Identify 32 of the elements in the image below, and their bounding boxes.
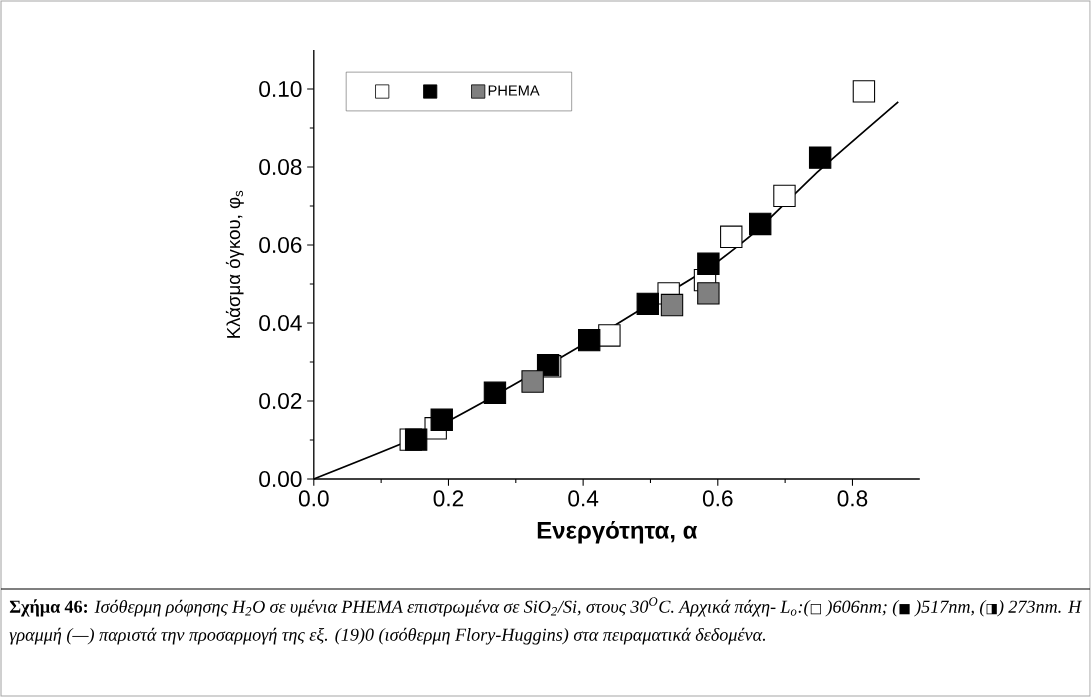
text: Σχήμα 46: (9, 599, 88, 617)
point (577, 328, 601, 352)
point (720, 225, 743, 249)
y-tick-label: 0.02 (259, 392, 302, 410)
point (521, 370, 544, 393)
legend-label: PHEMA (488, 85, 540, 96)
point (697, 252, 720, 275)
y-tick-label: 0.10 (259, 80, 302, 98)
point (430, 408, 453, 431)
y-tick-label: 0.08 (259, 158, 302, 176)
x-axis-title: Ενεργότητα, α (537, 520, 698, 544)
text: Ισόθερμη ρόφησης H$_{2}$O σε υμένια PHEMA επιστρωμένα σε SiO$_{2}$/Si, στους 30$^{O}$C. Αρχικά πάχη- L$_{o}$:(□ )606nm; (■ )517nm, (◨) 273nm. Η (94, 597, 1083, 617)
x-tick-label: 0.4 (568, 490, 599, 507)
point (404, 428, 428, 451)
x-tick-label: 0.6 (702, 490, 733, 507)
text: γραμμή (—) παριστά την προσαρμογή της εξ. (19)0 (ισόθερμη Flory-Huggins) στα πειραματικά δεδομένα. (9, 627, 766, 645)
x-tick-label: 0.2 (433, 490, 464, 507)
y-tick-label: 0.00 (259, 470, 302, 488)
x-tick-label: 0.0 (298, 490, 329, 507)
point (483, 381, 507, 405)
y-axis-title: Κλάσμα όγκου, φ$_{s}$ (225, 190, 244, 338)
y-tick-label: 0.06 (259, 236, 302, 254)
point (660, 293, 684, 317)
point (852, 80, 876, 103)
point (773, 184, 796, 208)
point (808, 146, 832, 169)
x-tick-label: 0.8 (837, 490, 868, 507)
point (636, 292, 659, 316)
point (697, 282, 720, 305)
point (598, 324, 621, 347)
y-tick-label: 0.04 (259, 314, 302, 332)
point (749, 212, 772, 236)
